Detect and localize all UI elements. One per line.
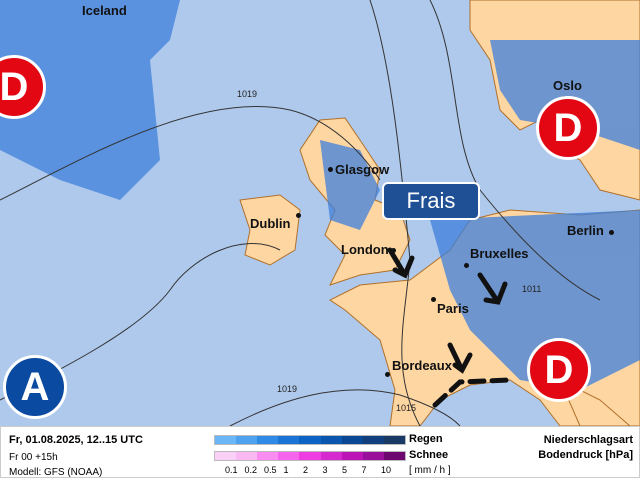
color-swatch bbox=[236, 436, 258, 444]
high-pressure-marker: A bbox=[3, 355, 67, 419]
front-line bbox=[432, 377, 513, 408]
wind-arrow bbox=[477, 272, 508, 305]
wind-arrow bbox=[447, 342, 473, 374]
isobar-label: 1019 bbox=[237, 89, 258, 99]
scale-tick-label: 10 bbox=[381, 465, 392, 475]
isobar-label: 1011 bbox=[522, 284, 542, 294]
scale-tick-label: 0.5 bbox=[264, 465, 277, 475]
rain-color-scale bbox=[214, 435, 406, 445]
rain-label: Regen bbox=[409, 433, 443, 445]
city-label-berlin: Berlin bbox=[567, 223, 604, 238]
color-swatch bbox=[236, 452, 258, 460]
city-label-paris: Paris bbox=[437, 301, 469, 316]
city-dot bbox=[385, 372, 390, 377]
color-swatch bbox=[278, 452, 300, 460]
color-swatch bbox=[299, 452, 321, 460]
city-label-bruxelles: Bruxelles bbox=[470, 246, 529, 261]
city-dot bbox=[296, 213, 301, 218]
scale-tick-label: 5 bbox=[342, 465, 348, 475]
color-swatch bbox=[320, 436, 342, 444]
pressure-title: Bodendruck [hPa] bbox=[538, 449, 633, 461]
city-label-oslo: Oslo bbox=[553, 78, 582, 93]
color-swatch bbox=[383, 452, 405, 460]
scale-tick-label: 3 bbox=[322, 465, 328, 475]
city-dot bbox=[431, 297, 436, 302]
color-swatch bbox=[215, 452, 237, 460]
forecast-datetime: Fr, 01.08.2025, 12..15 UTC bbox=[9, 434, 143, 446]
weather-map: Iceland Oslo Glasgow Dublin London Bruxe… bbox=[0, 0, 640, 426]
low-pressure-marker: D bbox=[527, 338, 591, 402]
color-swatch bbox=[341, 436, 363, 444]
city-label-london: London bbox=[341, 242, 389, 257]
isobar-label: 1019 bbox=[277, 384, 298, 394]
scale-tick-label: 2 bbox=[303, 465, 309, 475]
land-ireland bbox=[239, 194, 301, 266]
city-label-glasgow: Glasgow bbox=[335, 162, 390, 177]
color-swatch bbox=[383, 436, 405, 444]
low-pressure-marker: D bbox=[536, 96, 600, 160]
rain-area-britain bbox=[320, 140, 380, 230]
weather-label: Frais bbox=[382, 182, 480, 220]
map-graphics bbox=[0, 0, 640, 426]
isobar bbox=[0, 106, 381, 201]
scale-tick-label: 0.2 bbox=[244, 465, 258, 475]
rain-area-north-atlantic bbox=[0, 0, 180, 200]
wind-arrow bbox=[387, 247, 415, 279]
city-dot bbox=[391, 248, 396, 253]
color-swatch bbox=[362, 452, 384, 460]
legend-footer: Fr, 01.08.2025, 12..15 UTC Fr 00 +15h Mo… bbox=[0, 426, 640, 478]
color-swatch bbox=[299, 436, 321, 444]
snow-color-scale bbox=[214, 451, 406, 461]
forecast-run: Fr 00 +15h bbox=[9, 452, 58, 463]
model-label: Modell: GFS (NOAA) bbox=[9, 467, 103, 478]
city-dot bbox=[464, 263, 469, 268]
rain-area-scandinavia bbox=[490, 40, 640, 150]
color-swatch bbox=[257, 452, 279, 460]
color-swatch bbox=[341, 452, 363, 460]
city-label-iceland: Iceland bbox=[82, 3, 127, 18]
city-dot bbox=[609, 230, 614, 235]
precip-type-title: Niederschlagsart bbox=[543, 434, 633, 446]
unit-label: [ mm / h ] bbox=[409, 465, 451, 476]
snow-label: Schnee bbox=[409, 449, 449, 461]
color-swatch bbox=[320, 452, 342, 460]
rain-area-europe bbox=[430, 210, 640, 390]
isobar bbox=[369, 0, 421, 426]
color-swatch bbox=[257, 436, 279, 444]
scale-tick-label: 1 bbox=[283, 465, 289, 475]
isobar bbox=[229, 389, 461, 426]
city-label-dublin: Dublin bbox=[250, 216, 291, 231]
color-swatch bbox=[362, 436, 384, 444]
scale-tick-label: 7 bbox=[361, 465, 367, 475]
city-dot bbox=[328, 167, 333, 172]
isobar-label: 1015 bbox=[396, 403, 417, 413]
color-swatch bbox=[215, 436, 237, 444]
city-label-bordeaux: Bordeaux bbox=[392, 358, 452, 373]
color-swatch bbox=[278, 436, 300, 444]
scale-tick-label: 0.1 bbox=[225, 465, 238, 475]
